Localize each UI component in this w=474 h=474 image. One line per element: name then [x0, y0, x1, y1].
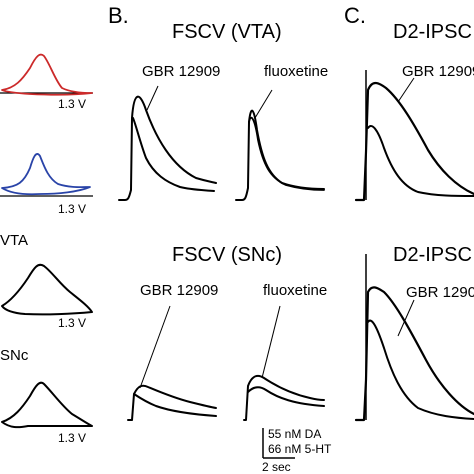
voltammogram-red [0, 53, 93, 96]
voltage-label-red: 1.3 V [58, 97, 87, 111]
title-fscv-vta: FSCV (VTA) [172, 21, 282, 43]
voltage-label-vta: 1.3 V [58, 316, 87, 330]
fscv-snc-fluoxetine-trace-2 [247, 386, 325, 407]
fscv-vta-fluoxetine-pointer [254, 89, 273, 119]
fscv-vta-gbr-pointer [146, 85, 159, 111]
fscv-snc-gbr-drug [127, 384, 217, 421]
voltammogram-snc-trace [1, 381, 93, 429]
gbr-label-fscv-snc: GBR 12909 [140, 282, 219, 299]
voltammogram-snc [1, 381, 93, 429]
scale-bar-time-label: 2 sec [262, 460, 291, 474]
fscv-vta-gbr-baseline [118, 95, 217, 201]
panel-label-b: B. [108, 3, 129, 28]
voltammogram-vta-trace [1, 263, 93, 316]
title-ipsc-top: D2-IPSC [393, 21, 472, 43]
title-fscv-snc: FSCV (SNc) [172, 244, 282, 266]
vta-label: VTA [0, 232, 29, 249]
fluoxetine-label-fscv-vta: fluoxetine [264, 63, 329, 80]
title-ipsc-bottom: D2-IPSC [393, 244, 472, 266]
ipsc-top-pointer [397, 77, 415, 103]
fscv-vta-fluoxetine-trace-1 [235, 109, 325, 201]
gbr-label-fscv-vta: GBR 12909 [142, 63, 221, 80]
fscv-snc-gbr [127, 305, 217, 421]
voltammogram-blue [0, 153, 93, 197]
fscv-snc-fluoxetine-trace-1 [243, 374, 325, 421]
fscv-vta-gbr-drug [132, 117, 215, 192]
voltammogram-red-trace [1, 53, 93, 96]
voltage-label-snc: 1.3 V [58, 431, 87, 445]
fscv-vta-fluoxetine-trace-2 [248, 116, 325, 191]
ipsc-top-drug [354, 81, 474, 202]
snc-label: SNc [0, 347, 29, 364]
scale-bar [262, 428, 295, 459]
fluoxetine-label-fscv-snc: fluoxetine [263, 282, 328, 299]
voltammogram-vta [1, 263, 93, 316]
ipsc-bottom [354, 254, 474, 422]
gbr-label-ipsc-top: GBR 12909 [402, 63, 474, 80]
fscv-vta-gbr [118, 85, 217, 201]
voltammogram-blue-trace [1, 153, 91, 196]
ipsc-top-baseline [367, 125, 474, 197]
ipsc-bottom-drug [354, 286, 474, 422]
gbr-label-ipsc-bottom: GBR 12909 [406, 284, 474, 301]
fscv-snc-gbr-pointer [139, 305, 171, 389]
fscv-snc-fluoxetine [243, 305, 325, 421]
fscv-snc-fluoxetine-pointer [261, 305, 281, 379]
panel-label-c: C. [344, 3, 366, 28]
ipsc-bottom-baseline [367, 319, 474, 420]
scale-bar-da-label: 55 nM DA [268, 427, 322, 441]
ipsc-bottom-pointer [397, 299, 415, 337]
fscv-snc-gbr-baseline [133, 393, 217, 417]
fscv-vta-fluoxetine [235, 89, 325, 201]
voltage-label-blue: 1.3 V [58, 202, 87, 216]
scale-bar-5ht-label: 66 nM 5-HT [268, 442, 332, 456]
ipsc-top [354, 70, 474, 202]
